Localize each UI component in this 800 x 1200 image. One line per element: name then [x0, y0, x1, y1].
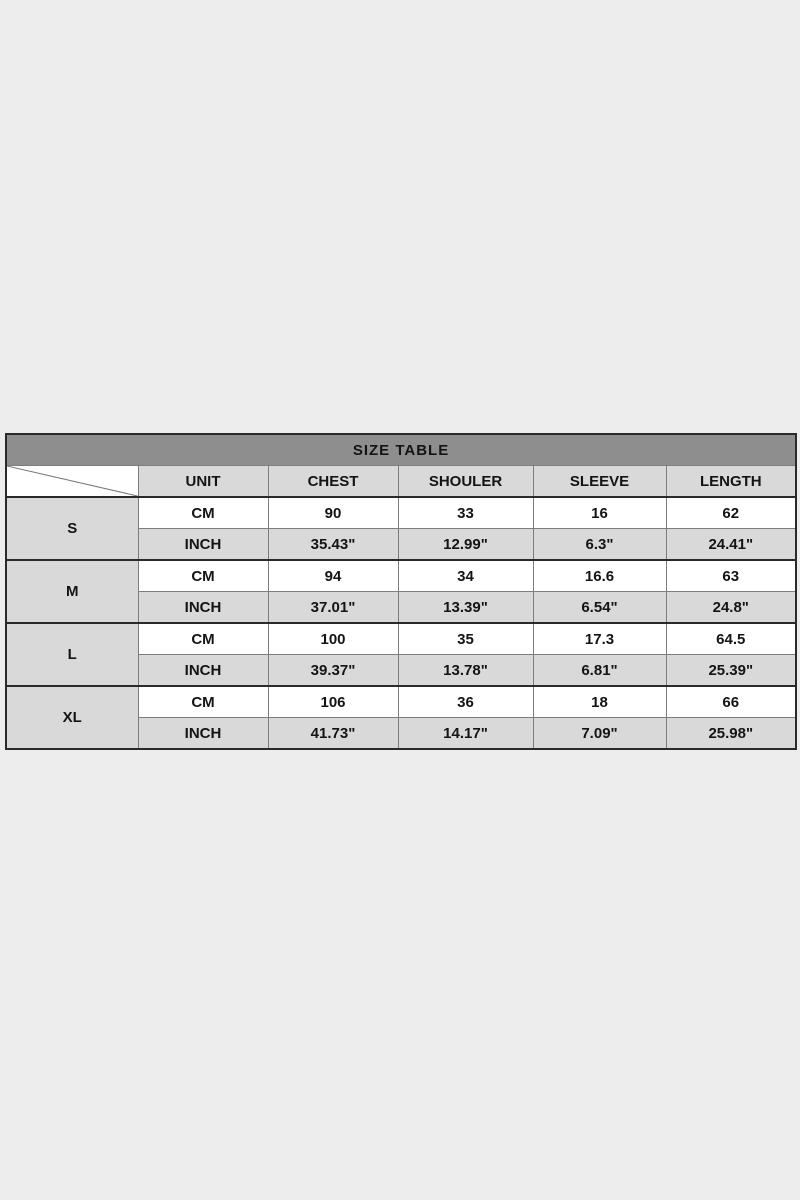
value-cell: 6.3"	[532, 528, 667, 561]
value-cell: 12.99"	[397, 528, 534, 561]
title-row: SIZE TABLE	[5, 433, 797, 466]
unit-cell: INCH	[137, 717, 269, 750]
value-cell: 17.3	[532, 622, 667, 655]
unit-cell: CM	[137, 685, 269, 718]
size-table: SIZE TABLE UNIT CHEST SHOULER SLEEVE LEN…	[5, 433, 798, 750]
value-cell: 16.6	[532, 559, 667, 592]
value-cell: 39.37"	[267, 654, 399, 687]
row-l-inch: INCH 39.37" 13.78" 6.81" 25.39"	[6, 654, 797, 687]
table-title: SIZE TABLE	[5, 433, 797, 466]
value-cell: 25.39"	[665, 654, 797, 687]
unit-cell: INCH	[137, 591, 269, 624]
value-cell: 13.78"	[397, 654, 534, 687]
value-cell: 35.43"	[267, 528, 399, 561]
value-cell: 35	[397, 622, 534, 655]
row-m-cm: M CM 94 34 16.6 63	[5, 559, 797, 624]
value-cell: 90	[267, 496, 399, 529]
column-header-shouler: SHOULER	[397, 465, 534, 498]
value-cell: 33	[397, 496, 534, 529]
column-header-sleeve: SLEEVE	[532, 465, 667, 498]
value-cell: 13.39"	[397, 591, 534, 624]
value-cell: 100	[267, 622, 399, 655]
size-label-l: L	[5, 622, 139, 687]
diagonal-header-cell	[5, 465, 139, 498]
header-row: UNIT CHEST SHOULER SLEEVE LENGTH	[5, 465, 797, 498]
value-cell: 94	[267, 559, 399, 592]
row-l-cm: L CM 100 35 17.3 64.5	[5, 622, 797, 687]
unit-cell: CM	[137, 496, 269, 529]
unit-cell: CM	[137, 622, 269, 655]
row-xl-cm: XL CM 106 36 18 66	[5, 685, 797, 750]
value-cell: 64.5	[665, 622, 797, 655]
value-cell: 37.01"	[267, 591, 399, 624]
value-cell: 24.41"	[665, 528, 797, 561]
value-cell: 36	[397, 685, 534, 718]
value-cell: 7.09"	[532, 717, 667, 750]
unit-cell: INCH	[137, 654, 269, 687]
size-label-m: M	[5, 559, 139, 624]
value-cell: 16	[532, 496, 667, 529]
value-cell: 66	[665, 685, 797, 718]
size-label-xl: XL	[5, 685, 139, 750]
value-cell: 25.98"	[665, 717, 797, 750]
row-s-inch: INCH 35.43" 12.99" 6.3" 24.41"	[6, 528, 797, 561]
unit-cell: CM	[137, 559, 269, 592]
row-s-cm: S CM 90 33 16 62	[5, 496, 797, 561]
row-m-inch: INCH 37.01" 13.39" 6.54" 24.8"	[6, 591, 797, 624]
diagonal-line-icon	[7, 466, 138, 496]
column-header-unit: UNIT	[137, 465, 269, 498]
value-cell: 41.73"	[267, 717, 399, 750]
value-cell: 18	[532, 685, 667, 718]
value-cell: 106	[267, 685, 399, 718]
value-cell: 62	[665, 496, 797, 529]
value-cell: 34	[397, 559, 534, 592]
column-header-length: LENGTH	[665, 465, 797, 498]
value-cell: 14.17"	[397, 717, 534, 750]
size-label-s: S	[5, 496, 139, 561]
value-cell: 6.81"	[532, 654, 667, 687]
row-xl-inch: INCH 41.73" 14.17" 7.09" 25.98"	[6, 717, 797, 750]
column-header-chest: CHEST	[267, 465, 399, 498]
value-cell: 24.8"	[665, 591, 797, 624]
value-cell: 6.54"	[532, 591, 667, 624]
unit-cell: INCH	[137, 528, 269, 561]
value-cell: 63	[665, 559, 797, 592]
